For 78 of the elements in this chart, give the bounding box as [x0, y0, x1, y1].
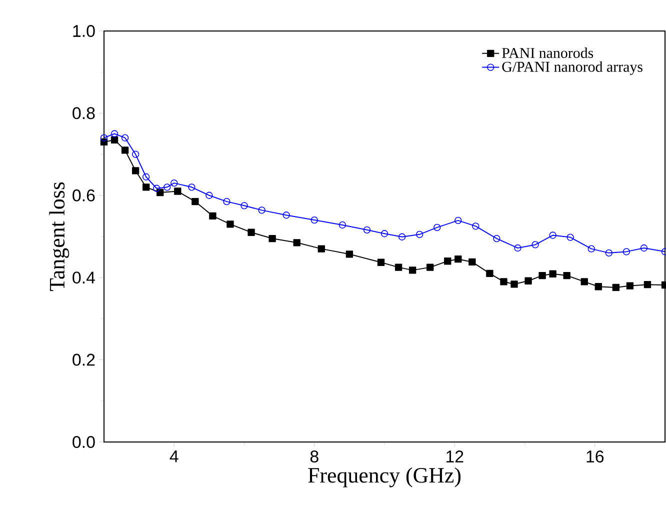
point — [612, 284, 620, 292]
point — [223, 198, 230, 206]
point — [363, 226, 371, 234]
point — [100, 134, 108, 142]
x-tick-label: 12 — [446, 450, 464, 462]
point — [472, 222, 480, 230]
point — [394, 264, 402, 271]
point — [605, 249, 612, 257]
point — [644, 280, 652, 288]
point — [426, 264, 434, 271]
point — [174, 188, 182, 195]
point — [510, 280, 518, 288]
point — [248, 228, 255, 236]
y-tick-label: 0.6 — [72, 189, 95, 202]
point — [486, 270, 494, 278]
point — [170, 179, 178, 187]
point — [258, 206, 266, 214]
point — [153, 184, 160, 192]
x-axis-title: Frequency (GHz) — [308, 467, 461, 488]
y-axis-title: Tangent loss — [49, 182, 70, 292]
y-tick-label: 0.0 — [72, 436, 95, 448]
point — [318, 245, 325, 252]
y-tick-label: 0.4 — [72, 272, 95, 284]
legend-label: PANI nanorods — [502, 48, 594, 58]
point — [268, 234, 276, 242]
point — [514, 244, 522, 252]
point — [380, 230, 388, 238]
point — [132, 150, 140, 158]
point — [640, 244, 648, 252]
point — [454, 256, 462, 263]
point — [532, 241, 539, 248]
point — [192, 198, 199, 206]
x-tick-label: 4 — [170, 450, 178, 462]
point — [164, 184, 171, 191]
point — [500, 278, 508, 286]
x-tick-label: 8 — [310, 450, 318, 463]
y-tick-label: 1.0 — [73, 24, 95, 37]
x-tick-label: 16 — [586, 450, 604, 463]
point — [408, 266, 416, 274]
legend-label: G/PANI nanorod arrays — [502, 61, 642, 75]
point — [549, 270, 556, 278]
point — [563, 272, 570, 280]
point — [240, 202, 248, 210]
point — [594, 283, 602, 290]
point — [121, 146, 129, 154]
point — [132, 167, 140, 174]
point — [377, 258, 385, 266]
point — [549, 232, 556, 239]
y-tick-label: 0.2 — [72, 354, 95, 366]
point — [110, 136, 118, 144]
point — [468, 258, 476, 266]
point — [454, 216, 462, 224]
point — [444, 258, 452, 265]
point — [346, 250, 354, 258]
point — [493, 234, 500, 242]
point — [121, 134, 129, 142]
point — [110, 130, 118, 138]
point — [142, 173, 150, 180]
point — [626, 282, 634, 290]
point — [338, 221, 346, 229]
point — [566, 234, 574, 241]
point — [310, 216, 318, 224]
point — [209, 212, 216, 220]
point — [524, 277, 532, 284]
point — [282, 212, 290, 219]
point — [226, 220, 234, 228]
point — [206, 192, 213, 199]
point — [398, 233, 406, 240]
point — [188, 184, 196, 191]
point — [580, 278, 588, 286]
point — [293, 239, 300, 246]
point — [434, 224, 441, 232]
point — [588, 245, 595, 252]
point — [416, 230, 424, 238]
point — [538, 272, 546, 280]
y-tick-label: 0.8 — [72, 107, 95, 120]
point — [142, 184, 150, 191]
point — [622, 248, 630, 256]
